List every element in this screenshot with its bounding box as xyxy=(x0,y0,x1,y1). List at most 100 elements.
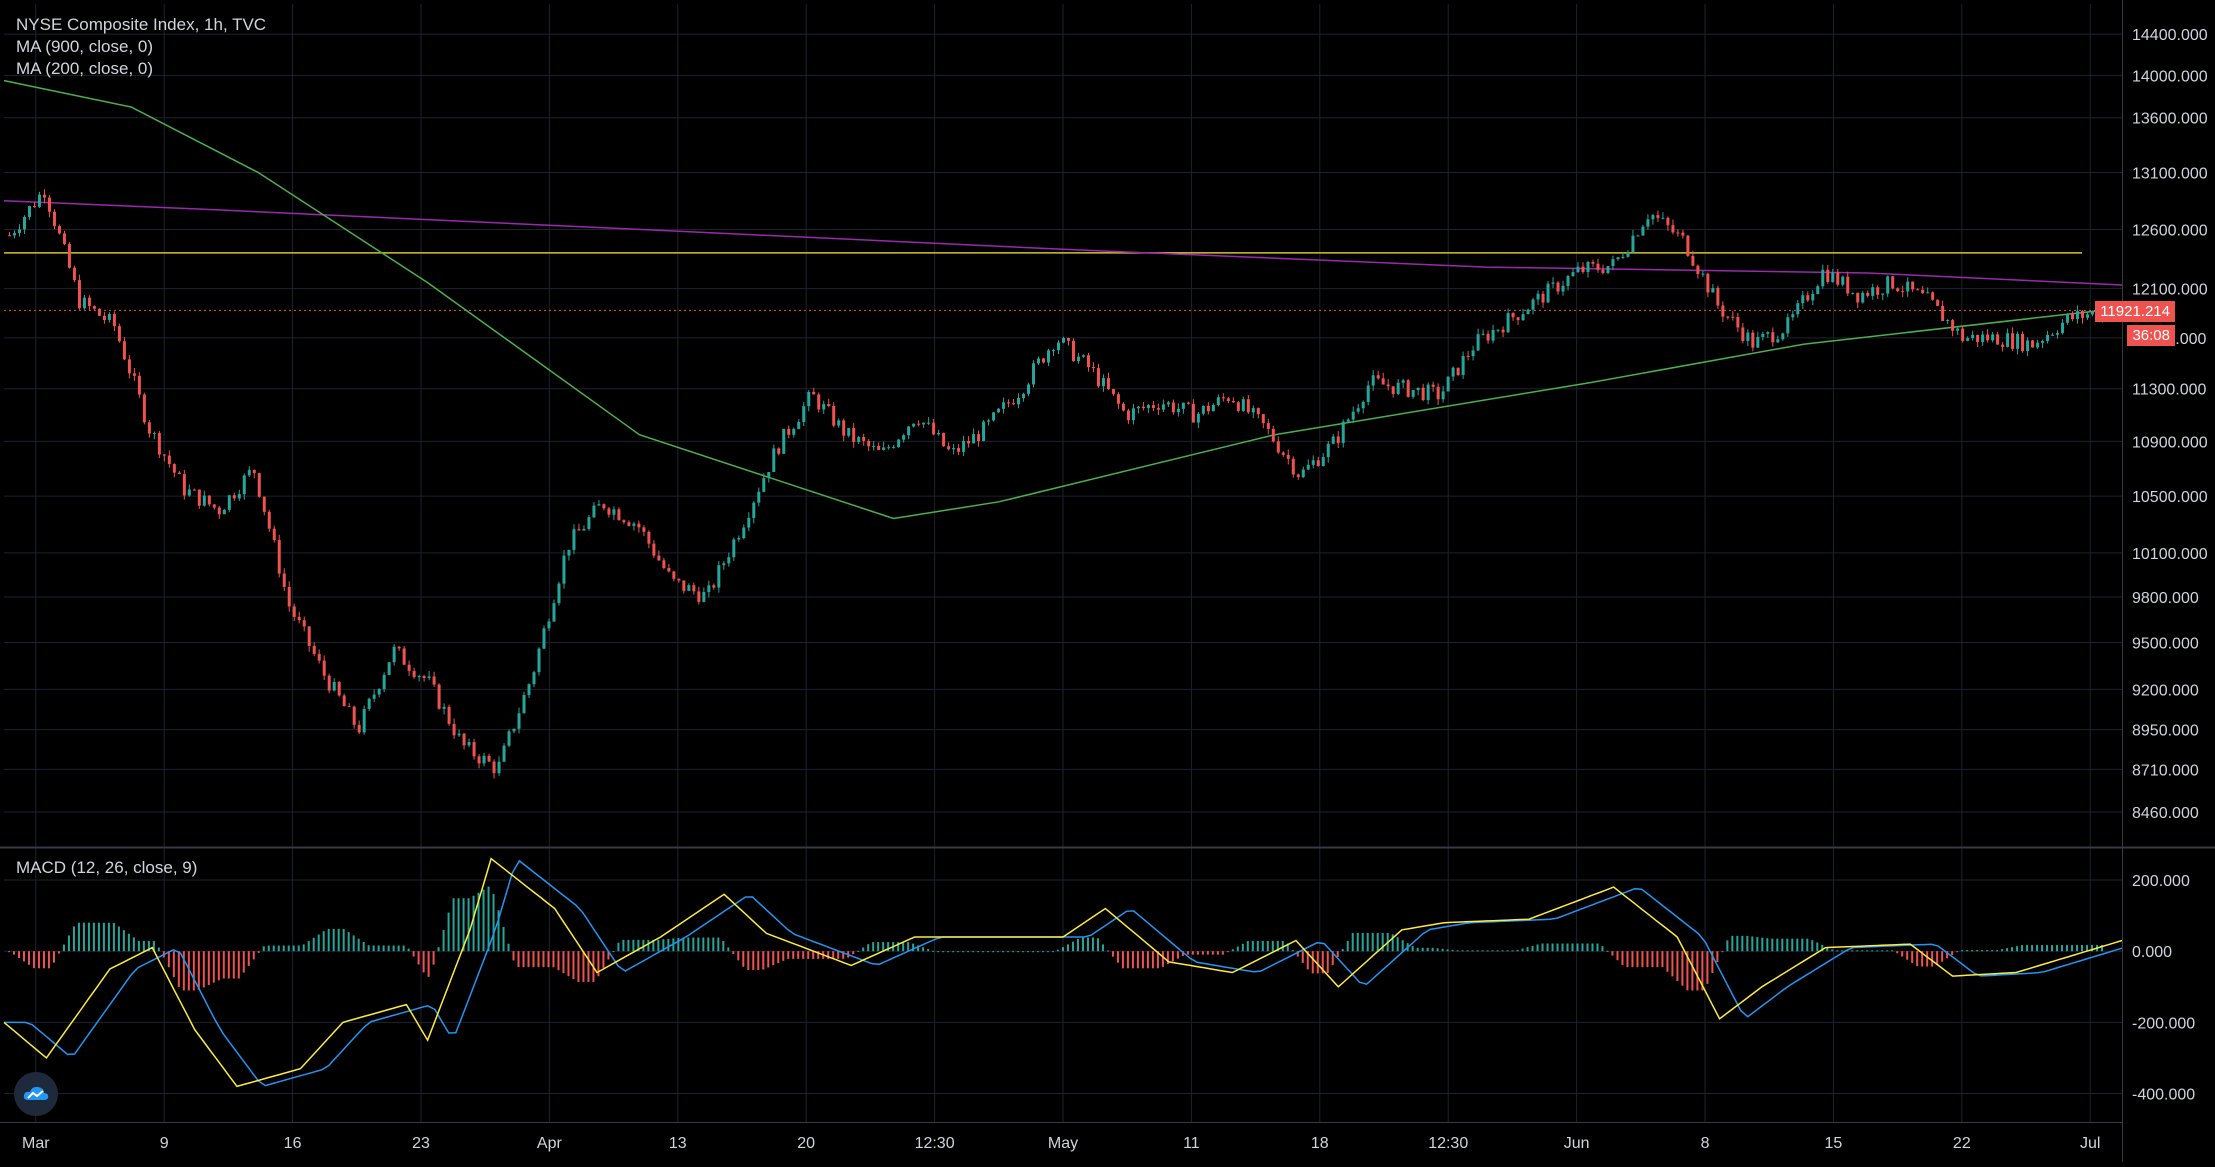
macd-histogram-bar xyxy=(1071,941,1074,952)
candle-body xyxy=(1446,376,1450,392)
candle-body xyxy=(1601,269,1605,274)
macd-histogram-bar xyxy=(1241,943,1244,952)
candle-body xyxy=(902,435,906,440)
candle-body xyxy=(572,529,576,550)
candle-body xyxy=(122,341,126,360)
macd-histogram-bar xyxy=(632,939,635,952)
macd-histogram-bar xyxy=(457,898,460,952)
macd-histogram-bar xyxy=(52,951,55,963)
candle-body xyxy=(212,504,216,508)
macd-histogram-bar xyxy=(1002,951,1005,953)
candle-body xyxy=(1106,378,1110,389)
macd-line xyxy=(3,857,2123,1088)
candle-body xyxy=(912,423,916,427)
candle-body xyxy=(1266,423,1270,429)
candle-body xyxy=(707,585,711,593)
candle-body xyxy=(752,502,756,518)
macd-histogram-bar xyxy=(452,898,455,952)
candle-body xyxy=(2011,333,2015,349)
candle-body xyxy=(247,469,251,476)
candle-body xyxy=(997,408,1001,413)
candle-body xyxy=(1976,334,1980,343)
symbol-title: NYSE Composite Index, 1h, TVC xyxy=(16,15,267,34)
macd-histogram-bar xyxy=(82,922,85,952)
candle-body xyxy=(1571,272,1575,277)
legend-ma900[interactable]: MA (900, close, 0) xyxy=(16,36,153,58)
macd-histogram-bar xyxy=(247,951,250,966)
macd-histogram-bar xyxy=(862,947,865,952)
candle-body xyxy=(2036,342,2040,348)
candle-body xyxy=(1826,269,1830,282)
macd-histogram-bar xyxy=(227,951,230,979)
macd-histogram-bar xyxy=(2091,945,2094,952)
tradingview-logo[interactable] xyxy=(14,1072,58,1116)
macd-histogram-bar xyxy=(1731,935,1734,952)
macd-histogram-bar xyxy=(887,942,890,952)
macd-histogram-bar xyxy=(1476,950,1479,952)
macd-histogram-bar xyxy=(77,922,80,952)
macd-histogram-bar xyxy=(362,941,365,952)
candle-body xyxy=(1371,375,1375,386)
candle-body xyxy=(1486,333,1490,341)
candle-body xyxy=(2046,334,2050,342)
candle-body xyxy=(552,603,556,622)
countdown-badge: 36:08 xyxy=(2127,325,2175,346)
candle-body xyxy=(1921,289,1925,294)
macd-histogram-bar xyxy=(262,946,265,952)
candle-body xyxy=(1666,217,1670,226)
macd-histogram-bar xyxy=(1441,948,1444,952)
macd-histogram-bar xyxy=(2006,948,2009,952)
macd-histogram-bar xyxy=(1201,951,1204,955)
candle-body xyxy=(877,445,881,450)
macd-histogram-bar xyxy=(1066,944,1069,952)
candle-body xyxy=(1871,287,1875,296)
macd-histogram-bar xyxy=(352,935,355,952)
macd-tick-label: -200.000 xyxy=(2132,1015,2195,1032)
legend-symbol-title[interactable]: NYSE Composite Index, 1h, TVC xyxy=(16,14,266,36)
macd-histogram-bar xyxy=(272,945,275,952)
candle-body xyxy=(177,472,181,475)
macd-histogram-bar xyxy=(1766,938,1769,952)
candle-body xyxy=(1201,405,1205,414)
candle-body xyxy=(1436,386,1440,400)
candle-body xyxy=(822,404,826,410)
macd-histogram-bar xyxy=(422,951,425,973)
candle-body xyxy=(227,495,231,510)
candle-body xyxy=(1581,266,1585,273)
legend-macd[interactable]: MACD (12, 26, close, 9) xyxy=(16,857,197,879)
candle-body xyxy=(1701,273,1705,275)
macd-histogram-bar xyxy=(1326,951,1329,974)
macd-histogram-bar xyxy=(2066,945,2069,952)
macd-histogram-bar xyxy=(2081,945,2084,952)
candle-body xyxy=(232,495,236,499)
candle-body xyxy=(1012,403,1016,405)
macd-histogram-bar xyxy=(1986,950,1989,952)
price-tick-label: 14400.000 xyxy=(2132,27,2208,44)
price-tick-label: 8460.000 xyxy=(2132,805,2199,822)
macd-histogram-bar xyxy=(1306,951,1309,970)
macd-histogram-bar xyxy=(72,926,75,952)
candle-body xyxy=(1891,276,1895,289)
candle-body xyxy=(1876,287,1880,295)
candle-body xyxy=(337,682,341,696)
candle-body xyxy=(197,489,201,506)
macd-histogram-bar xyxy=(1861,950,1864,952)
candle-body xyxy=(957,448,961,452)
macd-histogram-bar xyxy=(1161,951,1164,967)
candle-body xyxy=(1136,406,1140,409)
candle-body xyxy=(492,761,496,774)
macd-histogram-bar xyxy=(912,943,915,952)
candle-body xyxy=(1631,235,1635,253)
legend-ma200[interactable]: MA (200, close, 0) xyxy=(16,58,153,80)
macd-histogram-bar xyxy=(1566,943,1569,952)
candle-body xyxy=(1401,380,1405,383)
candle-body xyxy=(157,433,161,455)
candle-body xyxy=(1501,329,1505,333)
macd-histogram-bar xyxy=(87,922,90,952)
macd-histogram-bar xyxy=(677,937,680,952)
macd-tick-label: -400.000 xyxy=(2132,1087,2195,1104)
candle-body xyxy=(1027,384,1031,394)
macd-histogram-bar xyxy=(1536,944,1539,952)
macd-histogram-bar xyxy=(952,951,955,953)
